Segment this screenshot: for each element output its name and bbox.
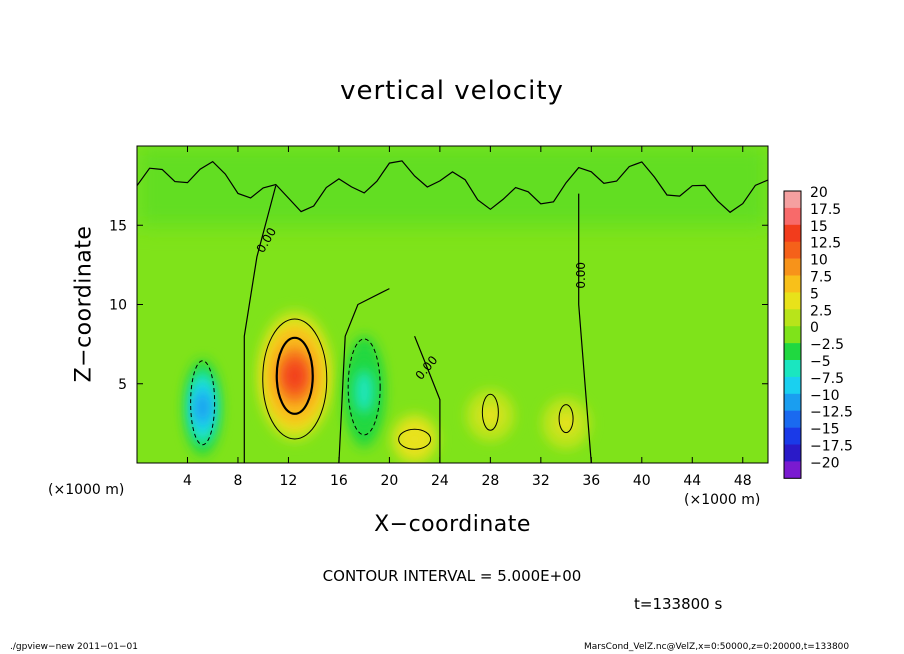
colorbar-label: −15: [810, 422, 840, 438]
chart-title: vertical velocity: [340, 76, 564, 106]
colorbar-label: 7.5: [810, 270, 832, 286]
footer-right: MarsCond_VelZ.nc@VelZ,x=0:50000,z=0:2000…: [584, 642, 850, 652]
x-unit-right: (×1000 m): [684, 492, 761, 508]
colorbar-label: −10: [810, 388, 840, 404]
contour-zero-2: [338, 288, 390, 463]
feature-weak-updraft: [390, 413, 439, 463]
colorbar-label: −5: [810, 354, 831, 370]
contour-updraft-core: [275, 336, 314, 415]
x-tick-label: 32: [532, 473, 550, 489]
x-tick-label: 28: [481, 473, 499, 489]
colorbar-swatch: [784, 292, 801, 310]
x-tick-label: 8: [233, 473, 242, 489]
colorbar-frame: [783, 190, 802, 479]
contour-downdraft-mid: [347, 338, 381, 436]
feature-downdraft: [344, 335, 385, 448]
colorbar-swatch: [784, 207, 801, 226]
contour-interval-text: CONTOUR INTERVAL = 5.000E+00: [322, 567, 582, 585]
colorbar: 2017.51512.5107.552.50−2.5−5−7.5−10−12.5…: [783, 185, 853, 479]
colorbar-swatch: [784, 461, 801, 479]
time-label: t=133800 s: [634, 595, 723, 613]
colorbar-swatch: [784, 410, 801, 428]
colorbar-label: 2.5: [810, 303, 832, 319]
x-tick-label: 24: [431, 473, 449, 489]
feature-downdraft: [184, 359, 221, 456]
x-tick-label: 4: [183, 473, 192, 489]
colorbar-label: 10: [810, 253, 828, 269]
contour-updraft-outer: [262, 318, 328, 440]
contour-label: 0.00: [574, 262, 588, 289]
colorbar-swatch: [784, 326, 801, 344]
x-axis: 4 8 12 16 20 24 28 32 36 40 44 48: [183, 146, 752, 489]
colorbar-swatch: [784, 224, 801, 242]
contour-weak-updraft-2: [481, 393, 499, 431]
colorbar-swatch: [784, 393, 801, 411]
x-tick-label: 16: [330, 473, 348, 489]
contour-zero-3: [414, 335, 441, 463]
feature-weak-updraft: [466, 389, 515, 442]
colorbar-swatch: [784, 275, 801, 293]
colorbar-swatch: [784, 241, 801, 259]
colorbar-label: 20: [810, 185, 828, 201]
x-tick-label: 48: [734, 473, 752, 489]
colorbar-label: −2.5: [810, 337, 844, 353]
colorbar-label: −7.5: [810, 371, 844, 387]
colorbar-swatch: [784, 427, 801, 445]
contour-weak-updraft-1: [398, 428, 432, 450]
upper-calm-band: [137, 146, 768, 226]
x-tick-label: 12: [280, 473, 298, 489]
contour-zero-top: [137, 160, 768, 214]
x-tick-label: 40: [633, 473, 651, 489]
colorbar-swatch: [784, 343, 801, 361]
y-tick-label: 15: [109, 218, 127, 234]
colorbar-label: 17.5: [810, 202, 841, 218]
footer-left: ./gpview−new 2011−01−01: [10, 642, 138, 652]
colorbar-label: 15: [810, 219, 828, 235]
colorbar-swatch: [784, 360, 801, 378]
x-unit-left: (×1000 m): [48, 482, 125, 498]
x-tick-label: 20: [380, 473, 398, 489]
colorbar-swatch: [784, 444, 801, 462]
contour-downdraft-left: [190, 360, 216, 446]
feature-weak-updraft: [542, 397, 591, 450]
colorbar-swatch: [784, 191, 801, 209]
colorbar-swatch: [784, 309, 801, 327]
contour-weak-updraft-3: [558, 404, 574, 434]
colorbar-swatch: [784, 258, 801, 276]
y-tick-label: 5: [118, 377, 127, 393]
x-tick-label: 36: [582, 473, 600, 489]
x-tick-label: 44: [683, 473, 701, 489]
colorbar-label: 5: [810, 286, 819, 302]
colorbar-label: −20: [810, 455, 840, 471]
x-axis-label: X−coordinate: [374, 512, 531, 537]
y-axis-label: Z−coordinate: [71, 225, 97, 383]
feature-updraft: [256, 309, 333, 442]
colorbar-label: −12.5: [810, 405, 853, 421]
colorbar-swatch: [784, 376, 801, 395]
colorbar-label: 12.5: [810, 236, 841, 252]
colorbar-label: 0: [810, 320, 819, 336]
y-tick-label: 10: [109, 298, 127, 314]
colorbar-label: −17.5: [810, 439, 853, 455]
contour-zero-4: [578, 193, 592, 463]
velocity-field: [137, 146, 768, 463]
contour-zero-1: [243, 185, 277, 463]
y-axis: 5 10 15: [109, 218, 768, 393]
